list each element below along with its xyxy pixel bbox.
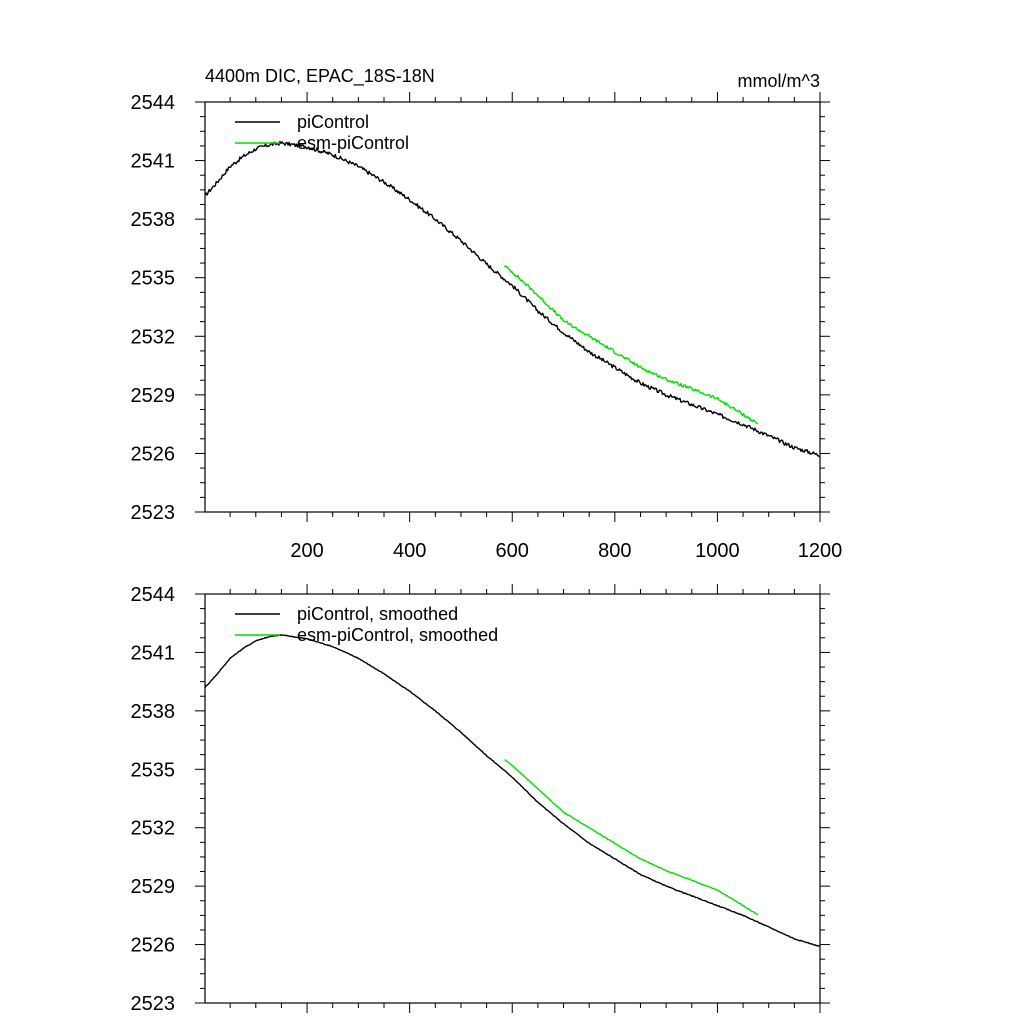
y-tick-label: 2532 <box>131 818 176 840</box>
series-line-picontrol <box>204 140 820 458</box>
y-tick-label: 2538 <box>131 209 176 231</box>
chart-title: 4400m DIC, EPAC_18S-18N <box>205 66 435 87</box>
y-tick-label: 2541 <box>131 642 176 664</box>
y-tick-label: 2544 <box>131 92 176 114</box>
x-tick-label: 400 <box>393 540 426 562</box>
y-tick-label: 2523 <box>131 502 176 524</box>
series-line-esm-picontrol <box>504 759 759 916</box>
y-tick-label: 2544 <box>131 584 176 606</box>
y-tick-label: 2523 <box>131 993 176 1015</box>
x-tick-label: 1200 <box>798 540 843 562</box>
x-tick-label: 200 <box>290 540 323 562</box>
series-line-esm-picontrol <box>504 265 759 425</box>
series-line-picontrol <box>204 634 820 948</box>
legend-label: piControl <box>297 112 369 132</box>
y-tick-label: 2529 <box>131 876 176 898</box>
legend-label: esm-piControl <box>297 133 409 153</box>
y-tick-label: 2541 <box>131 151 176 173</box>
y-tick-label: 2532 <box>131 326 176 348</box>
chart-panel-2: 2523 2526 2529 2532 2535 2538 2541 2544 piContro… <box>131 584 830 1015</box>
legend-label: piControl, smoothed <box>297 604 458 624</box>
y-tick-label: 2529 <box>131 385 176 407</box>
chart-units: mmol/m^3 <box>738 71 820 91</box>
plot-frame <box>204 101 821 513</box>
y-tick-label: 2526 <box>131 443 176 465</box>
y-tick-label: 2535 <box>131 268 176 290</box>
legend-label: esm-piControl, smoothed <box>297 625 498 645</box>
x-tick-label: 800 <box>598 540 631 562</box>
plot-frame <box>204 593 821 1004</box>
y-tick-label: 2526 <box>131 935 176 957</box>
y-tick-label: 2538 <box>131 701 176 723</box>
y-tick-label: 2535 <box>131 759 176 781</box>
chart-panel-1: 2523 2526 2529 2532 2535 2538 2541 2544 200 400 60… <box>131 66 843 562</box>
x-tick-label: 1000 <box>695 540 740 562</box>
x-tick-label: 600 <box>496 540 529 562</box>
